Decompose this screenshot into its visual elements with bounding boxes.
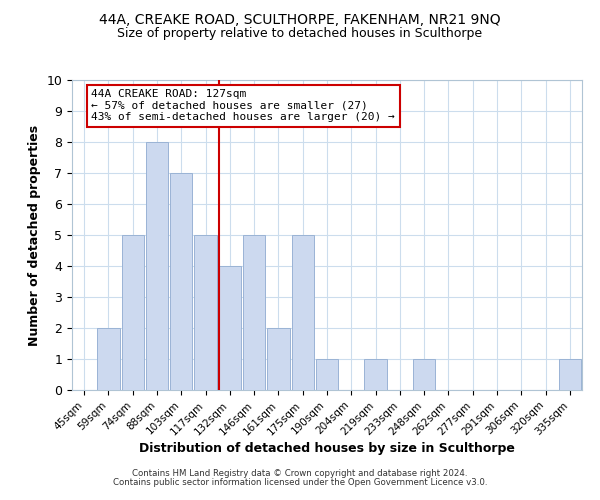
X-axis label: Distribution of detached houses by size in Sculthorpe: Distribution of detached houses by size … — [139, 442, 515, 455]
Bar — [559, 359, 581, 390]
Bar — [194, 235, 217, 390]
Bar — [122, 235, 144, 390]
Bar — [316, 359, 338, 390]
Bar — [97, 328, 119, 390]
Bar — [267, 328, 290, 390]
Bar — [243, 235, 265, 390]
Text: 44A, CREAKE ROAD, SCULTHORPE, FAKENHAM, NR21 9NQ: 44A, CREAKE ROAD, SCULTHORPE, FAKENHAM, … — [99, 12, 501, 26]
Text: Contains public sector information licensed under the Open Government Licence v3: Contains public sector information licen… — [113, 478, 487, 487]
Text: 44A CREAKE ROAD: 127sqm
← 57% of detached houses are smaller (27)
43% of semi-de: 44A CREAKE ROAD: 127sqm ← 57% of detache… — [91, 90, 395, 122]
Bar — [218, 266, 241, 390]
Bar — [146, 142, 168, 390]
Text: Contains HM Land Registry data © Crown copyright and database right 2024.: Contains HM Land Registry data © Crown c… — [132, 468, 468, 477]
Bar — [292, 235, 314, 390]
Text: Size of property relative to detached houses in Sculthorpe: Size of property relative to detached ho… — [118, 28, 482, 40]
Y-axis label: Number of detached properties: Number of detached properties — [28, 124, 41, 346]
Bar — [170, 173, 193, 390]
Bar — [413, 359, 436, 390]
Bar — [364, 359, 387, 390]
